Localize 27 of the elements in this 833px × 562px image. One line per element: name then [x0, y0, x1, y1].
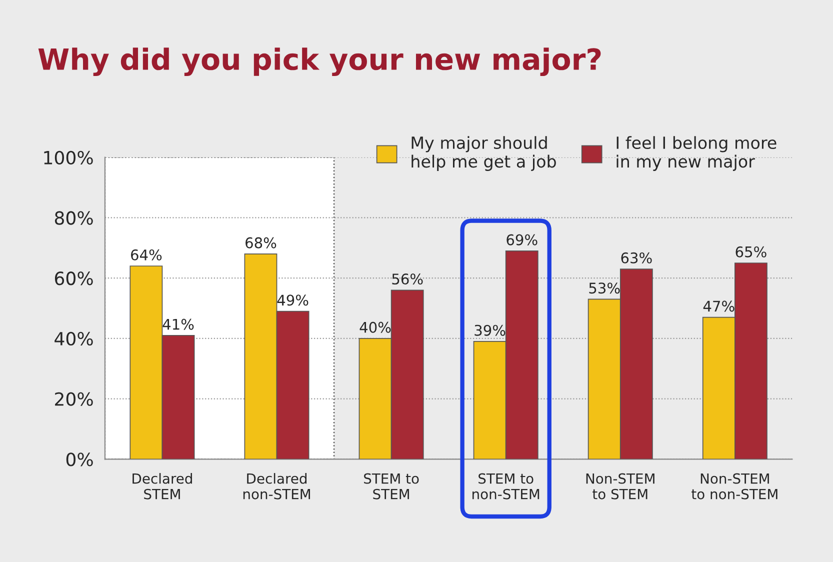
- y-tick-label: 0%: [66, 452, 93, 466]
- y-tick-label: 40%: [54, 332, 93, 346]
- data-label: 39%: [474, 324, 506, 336]
- data-label: 40%: [360, 322, 391, 333]
- data-label: 65%: [736, 246, 766, 258]
- x-tick-label: Non-STEM to STEM: [586, 473, 654, 500]
- y-tick-label: 20%: [55, 392, 93, 406]
- x-tick-label: Non-STEM to non-STEM: [692, 473, 778, 500]
- data-label: 69%: [506, 234, 538, 246]
- x-tick-label: STEM to STEM: [364, 473, 419, 500]
- legend-label: I feel I belong more in my new major: [616, 136, 776, 171]
- data-label: 64%: [131, 249, 162, 260]
- legend-label: My major should help me get a job: [412, 136, 556, 171]
- x-tick-label: STEM to non-STEM: [472, 473, 540, 500]
- data-label: 63%: [621, 252, 652, 264]
- data-label: 53%: [589, 282, 620, 294]
- y-tick-label: 60%: [54, 272, 93, 286]
- data-label: 41%: [162, 318, 194, 330]
- chart-title: Why did you pick your new major?: [38, 48, 601, 76]
- data-label: 56%: [392, 274, 423, 285]
- data-label: 49%: [277, 294, 308, 306]
- y-tick-label: 100%: [44, 150, 93, 164]
- x-tick-label: Declared STEM: [132, 473, 192, 500]
- y-tick-label: 80%: [54, 211, 93, 225]
- data-label: 68%: [246, 237, 276, 248]
- data-label: 47%: [703, 300, 734, 312]
- x-tick-label: Declared non-STEM: [243, 473, 310, 500]
